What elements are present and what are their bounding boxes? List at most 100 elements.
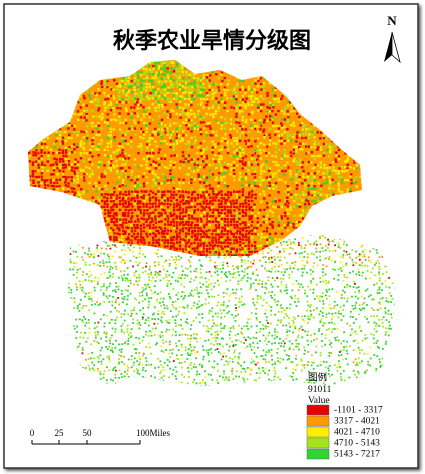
map-pixel bbox=[80, 176, 83, 179]
map-pixel bbox=[232, 121, 235, 124]
map-pixel bbox=[86, 107, 89, 110]
map-pixel bbox=[121, 115, 124, 119]
map-pixel bbox=[221, 76, 224, 79]
map-pixel bbox=[37, 142, 41, 145]
map-pixel bbox=[154, 64, 157, 68]
map-pixel bbox=[262, 178, 265, 182]
map-pixel bbox=[158, 125, 161, 128]
map-pixel bbox=[262, 130, 265, 133]
map-pixel bbox=[145, 68, 148, 71]
map-pixel bbox=[47, 175, 50, 178]
map-pixel bbox=[199, 98, 203, 101]
map-pixel bbox=[142, 79, 145, 83]
map-pixel bbox=[239, 154, 242, 157]
map-pixel bbox=[82, 169, 85, 172]
map-pixel bbox=[152, 124, 155, 128]
map-pixel bbox=[104, 158, 107, 161]
map-pixel bbox=[52, 176, 55, 179]
map-pixel bbox=[52, 142, 56, 146]
map-pixel bbox=[316, 178, 319, 182]
map-pixel bbox=[107, 163, 110, 166]
map-pixel bbox=[233, 139, 236, 143]
map-pixel bbox=[173, 166, 176, 169]
map-pixel bbox=[163, 145, 167, 148]
map-pixel bbox=[262, 121, 266, 124]
map-pixel bbox=[124, 148, 127, 152]
map-pixel bbox=[127, 97, 130, 100]
map-pixel bbox=[118, 101, 121, 104]
map-pixel bbox=[106, 158, 109, 161]
map-pixel bbox=[304, 179, 307, 182]
map-pixel bbox=[253, 110, 256, 113]
map-pixel bbox=[310, 151, 314, 154]
map-pixel bbox=[247, 139, 250, 142]
map-pixel bbox=[248, 121, 251, 124]
map-pixel bbox=[248, 83, 251, 86]
map-pixel bbox=[134, 176, 137, 179]
map-pixel bbox=[253, 100, 256, 103]
map-pixel bbox=[76, 115, 80, 119]
map-pixel bbox=[118, 142, 122, 145]
map-pixel bbox=[233, 130, 236, 133]
map-pixel bbox=[115, 157, 118, 160]
map-pixel bbox=[292, 124, 296, 127]
map-pixel bbox=[158, 85, 161, 88]
map-pixel bbox=[250, 169, 254, 172]
map-pixel bbox=[202, 160, 205, 163]
map-pixel bbox=[128, 127, 131, 130]
map-pixel bbox=[286, 143, 290, 146]
map-pixel bbox=[100, 134, 104, 137]
map-pixel bbox=[202, 172, 206, 176]
map-pixel bbox=[62, 163, 65, 167]
map-pixel bbox=[62, 175, 65, 179]
map-pixel bbox=[152, 89, 155, 92]
map-pixel bbox=[31, 185, 34, 188]
map-pixel bbox=[304, 181, 307, 185]
map-pixel bbox=[59, 176, 62, 179]
map-pixel bbox=[118, 83, 121, 86]
map-pixel bbox=[121, 169, 125, 173]
map-pixel bbox=[184, 155, 188, 158]
map-pixel bbox=[308, 133, 311, 136]
map-pixel bbox=[107, 161, 110, 164]
map-pixel bbox=[169, 76, 173, 80]
map-pixel bbox=[292, 121, 295, 125]
map-pixel bbox=[115, 152, 118, 155]
map-pixel bbox=[70, 118, 73, 121]
map-pixel bbox=[80, 140, 83, 143]
map-pixel bbox=[133, 146, 136, 149]
map-pixel bbox=[257, 154, 260, 158]
map-pixel bbox=[163, 164, 166, 167]
map-pixel bbox=[203, 169, 206, 172]
map-pixel bbox=[202, 76, 205, 80]
map-pixel bbox=[134, 76, 137, 80]
map-pixel bbox=[151, 97, 154, 100]
map-pixel bbox=[28, 158, 32, 161]
map-pixel bbox=[127, 181, 131, 184]
map-pixel bbox=[271, 91, 274, 95]
map-pixel bbox=[196, 85, 200, 89]
map-pixel bbox=[134, 133, 137, 136]
map-pixel bbox=[55, 130, 58, 134]
map-pixel bbox=[193, 157, 196, 161]
map-pixel bbox=[212, 82, 215, 86]
map-pixel bbox=[157, 172, 160, 175]
map-pixel bbox=[202, 146, 205, 149]
map-pixel bbox=[172, 82, 175, 85]
map-pixel bbox=[155, 103, 158, 106]
map-pixel bbox=[155, 67, 158, 70]
map-pixel bbox=[196, 113, 199, 116]
map-pixel bbox=[191, 94, 194, 98]
map-pixel bbox=[175, 68, 178, 71]
map-pixel bbox=[329, 169, 332, 172]
map-pixel bbox=[64, 163, 67, 166]
map-pixel bbox=[259, 115, 262, 118]
map-pixel bbox=[59, 136, 62, 140]
map-pixel bbox=[260, 100, 263, 103]
map-pixel bbox=[322, 152, 326, 155]
map-pixel bbox=[124, 79, 128, 82]
map-pixel bbox=[289, 163, 293, 167]
map-pixel bbox=[265, 115, 268, 118]
map-pixel bbox=[301, 115, 304, 119]
map-pixel bbox=[346, 157, 350, 161]
